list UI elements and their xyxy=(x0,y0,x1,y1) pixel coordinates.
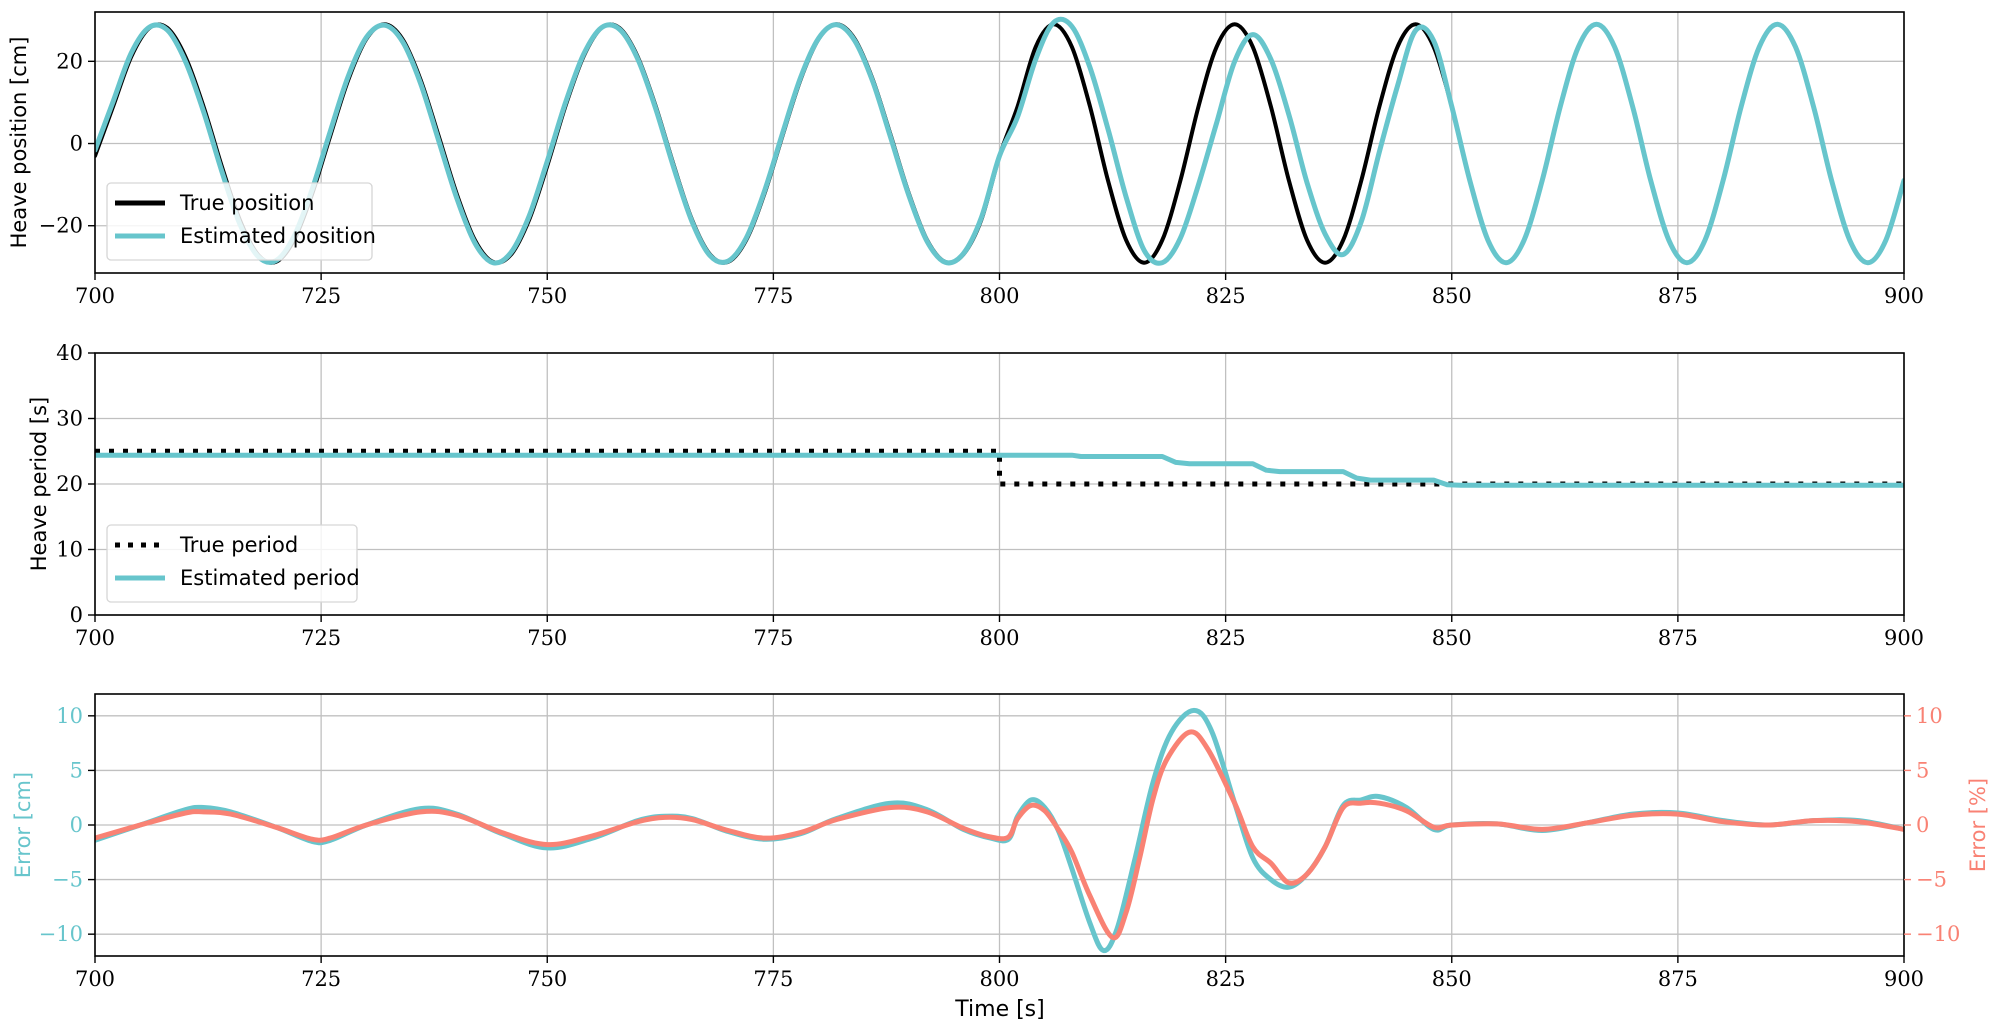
y-tick-label: 20 xyxy=(56,472,83,496)
x-tick-label: 700 xyxy=(75,967,115,991)
x-tick-label: 775 xyxy=(753,967,793,991)
y-tick-label: −20 xyxy=(39,214,83,238)
x-tick-label: 850 xyxy=(1432,284,1472,308)
x-tick-label: 875 xyxy=(1658,967,1698,991)
x-ticks: 700 725 750 775 800 825 850 875 900 xyxy=(75,956,1924,991)
x-tick-label: 825 xyxy=(1206,284,1246,308)
x-tick-label: 850 xyxy=(1432,967,1472,991)
y-tick-label: 20 xyxy=(56,49,83,73)
estimated-period-line xyxy=(95,452,1904,488)
x-tick-label: 825 xyxy=(1206,626,1246,650)
y-tick-label: 0 xyxy=(70,132,83,156)
legend-label: True position xyxy=(179,191,314,215)
x-tick-label: 700 xyxy=(75,626,115,650)
legend-label: Estimated period xyxy=(180,566,360,590)
x-tick-label: 775 xyxy=(753,284,793,308)
y-tick-label-right: −5 xyxy=(1916,868,1947,892)
x-tick-label: 750 xyxy=(527,626,567,650)
x-tick-label: 700 xyxy=(75,284,115,308)
x-tick-label: 750 xyxy=(527,284,567,308)
y-axis-label: Heave period [s] xyxy=(27,397,51,572)
y-tick-label: 0 xyxy=(70,813,83,837)
x-tick-label: 800 xyxy=(979,967,1019,991)
x-ticks: 700 725 750 775 800 825 850 875 900 xyxy=(75,273,1924,308)
series-lines xyxy=(95,16,1904,266)
x-tick-label: 725 xyxy=(301,967,341,991)
error-panel: 700 725 750 775 800 825 850 875 900 −10 −5 0 5 10 Erro… xyxy=(11,693,1990,991)
y-tick-label-right: 10 xyxy=(1916,704,1943,728)
y-tick-label-right: −10 xyxy=(1916,922,1960,946)
x-tick-label: 850 xyxy=(1432,626,1472,650)
series-lines xyxy=(95,707,1904,954)
y-axis-label-right: Error [%] xyxy=(1966,778,1990,872)
x-tick-label: 900 xyxy=(1884,626,1924,650)
legend: True position Estimated position xyxy=(106,182,376,261)
y-tick-label: 30 xyxy=(56,407,83,431)
x-tick-label: 900 xyxy=(1884,967,1924,991)
x-tick-label: 750 xyxy=(527,967,567,991)
grid xyxy=(94,694,1905,956)
x-tick-label: 900 xyxy=(1884,284,1924,308)
y-tick-label: 10 xyxy=(56,538,83,562)
y-axis-label: Heave position [cm] xyxy=(7,37,31,249)
legend: True period Estimated period xyxy=(106,524,360,603)
x-tick-label: 875 xyxy=(1658,284,1698,308)
x-tick-label: 725 xyxy=(301,284,341,308)
x-tick-label: 725 xyxy=(301,626,341,650)
y-tick-label-right: 0 xyxy=(1916,813,1929,837)
series-lines xyxy=(95,448,1904,488)
x-tick-label: 875 xyxy=(1658,626,1698,650)
grid xyxy=(94,12,1905,273)
legend-label: True period xyxy=(179,533,298,557)
y-tick-label: 5 xyxy=(70,758,83,782)
y-tick-label-right: 5 xyxy=(1916,758,1929,782)
y-tick-label: 0 xyxy=(70,603,83,627)
estimated-position-line xyxy=(95,16,1904,266)
heave-position-panel: 700 725 750 775 800 825 850 875 900 −20 0 20 Heave p… xyxy=(7,11,1924,308)
y-ticks: −10 −5 0 5 10 xyxy=(39,704,95,946)
x-tick-label: 800 xyxy=(979,284,1019,308)
y-ticks: 0 10 20 30 40 xyxy=(56,341,95,627)
x-tick-label: 775 xyxy=(753,626,793,650)
heave-period-panel: 700 725 750 775 800 825 850 875 900 0 10 20 30 40 Heav… xyxy=(27,341,1924,650)
legend-label: Estimated position xyxy=(180,224,376,248)
y-tick-label: 10 xyxy=(56,704,83,728)
y-axis-label: Error [cm] xyxy=(11,772,35,878)
y-tick-label: −10 xyxy=(39,922,83,946)
x-tick-label: 825 xyxy=(1206,967,1246,991)
x-tick-label: 800 xyxy=(979,626,1019,650)
y-ticks: −20 0 20 xyxy=(39,49,95,238)
x-ticks: 700 725 750 775 800 825 850 875 900 xyxy=(75,615,1924,650)
x-axis-label: Time [s] xyxy=(954,997,1044,1022)
y-ticks-right: −10 −5 0 5 10 xyxy=(1904,704,1960,946)
y-tick-label: 40 xyxy=(56,341,83,365)
y-tick-label: −5 xyxy=(52,868,83,892)
error-line xyxy=(95,729,1904,941)
